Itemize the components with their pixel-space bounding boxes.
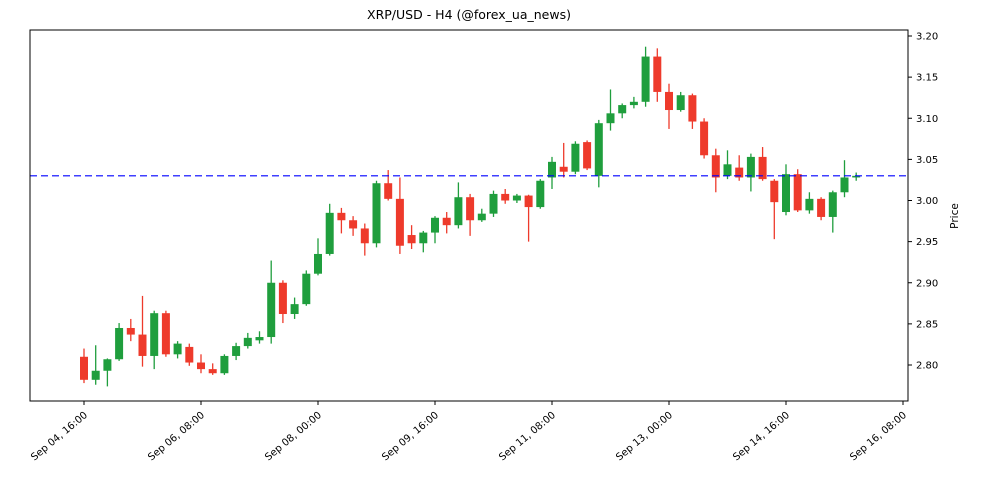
candle-body (126, 327, 135, 335)
candle-body (688, 95, 697, 122)
candle-body (723, 164, 732, 176)
y-tick-label: 3.20 (916, 32, 938, 43)
candle-body (103, 359, 112, 371)
candle-body (325, 212, 334, 254)
candle-body (665, 91, 673, 111)
chart-title: XRP/USD - H4 (@forex_ua_news) (367, 7, 571, 22)
candle-body (407, 235, 416, 244)
candle-body (629, 101, 638, 106)
candle-body (817, 198, 826, 217)
y-tick-label: 2.95 (916, 237, 938, 248)
candle-body (220, 355, 229, 374)
candle-body (290, 304, 299, 315)
candle-body (618, 105, 627, 114)
candle-body (805, 198, 814, 211)
plot-border (29, 29, 909, 402)
candle-body (548, 161, 556, 178)
candle-body (372, 183, 381, 244)
candle-body (208, 369, 217, 374)
candle-body (314, 253, 322, 274)
y-tick-label: 3.15 (916, 73, 938, 84)
candle-body (454, 197, 463, 226)
candle-body (583, 142, 592, 169)
candle-body (489, 193, 498, 214)
candle-body (735, 167, 744, 178)
x-tick-label: Sep 09, 16:00 (380, 410, 441, 463)
candle-body (524, 195, 533, 208)
candle-body (477, 213, 486, 221)
candle-body (594, 123, 603, 176)
candle-body (711, 155, 720, 178)
candle-body (512, 195, 521, 201)
y-axis-label: Price (949, 203, 961, 229)
candle-body (758, 156, 767, 180)
candle-body (641, 56, 650, 102)
candle-body (466, 197, 475, 221)
candle-body (349, 220, 358, 229)
candle-body (559, 166, 568, 172)
candle-body (185, 346, 194, 363)
candle-body (243, 337, 252, 347)
candle-body (700, 121, 709, 156)
candle-body (197, 362, 205, 370)
candle-body (746, 156, 755, 178)
x-tick-label: Sep 11, 08:00 (497, 410, 558, 463)
candle-body (337, 212, 346, 221)
candle-body (255, 337, 264, 341)
candle-body (173, 343, 182, 355)
candle-body (840, 177, 849, 193)
candle-body (828, 192, 837, 217)
candle-body (80, 356, 88, 380)
x-tick-label: Sep 13, 00:00 (614, 410, 675, 463)
candle-body (91, 370, 100, 380)
candle-body (232, 346, 241, 356)
x-tick-label: Sep 06, 08:00 (146, 410, 207, 463)
candle-body (395, 198, 404, 246)
candle-body (302, 273, 311, 305)
candle-body (267, 282, 276, 338)
y-tick-label: 2.90 (916, 278, 938, 289)
candle-body (536, 180, 545, 208)
y-tick-label: 2.85 (916, 319, 938, 330)
candle-body (431, 217, 439, 233)
candle-body (138, 334, 147, 356)
candle-body (442, 217, 451, 226)
x-tick-label: Sep 08, 00:00 (263, 410, 324, 463)
y-tick-label: 3.00 (916, 196, 938, 207)
plot-area: 2.80 2.85 2.90 2.95 3.00 3.05 3.10 3.15 3.20 Sep … (29, 29, 938, 463)
y-tick-label: 3.10 (916, 114, 938, 125)
candle-body (150, 313, 159, 356)
x-tick-label: Sep 14, 16:00 (731, 410, 792, 463)
candle-body (571, 143, 580, 172)
candle-body (770, 180, 779, 203)
candle-body (278, 282, 287, 315)
candle-body (793, 174, 802, 211)
candle-body (782, 174, 790, 213)
candle-body (653, 56, 662, 92)
candle-body (852, 175, 861, 178)
candle-body (161, 313, 170, 355)
x-tick-label: Sep 04, 16:00 (29, 410, 90, 463)
candle-body (384, 183, 393, 199)
candle-body (360, 228, 369, 244)
candle-body (115, 327, 124, 360)
candle-body (676, 95, 685, 111)
candle-body (419, 232, 428, 244)
x-tick-label: Sep 16, 08:00 (848, 410, 909, 463)
y-tick-label: 2.80 (916, 361, 938, 372)
y-tick-label: 3.05 (916, 155, 938, 166)
candle-body (606, 113, 615, 124)
candle-body (501, 193, 510, 201)
